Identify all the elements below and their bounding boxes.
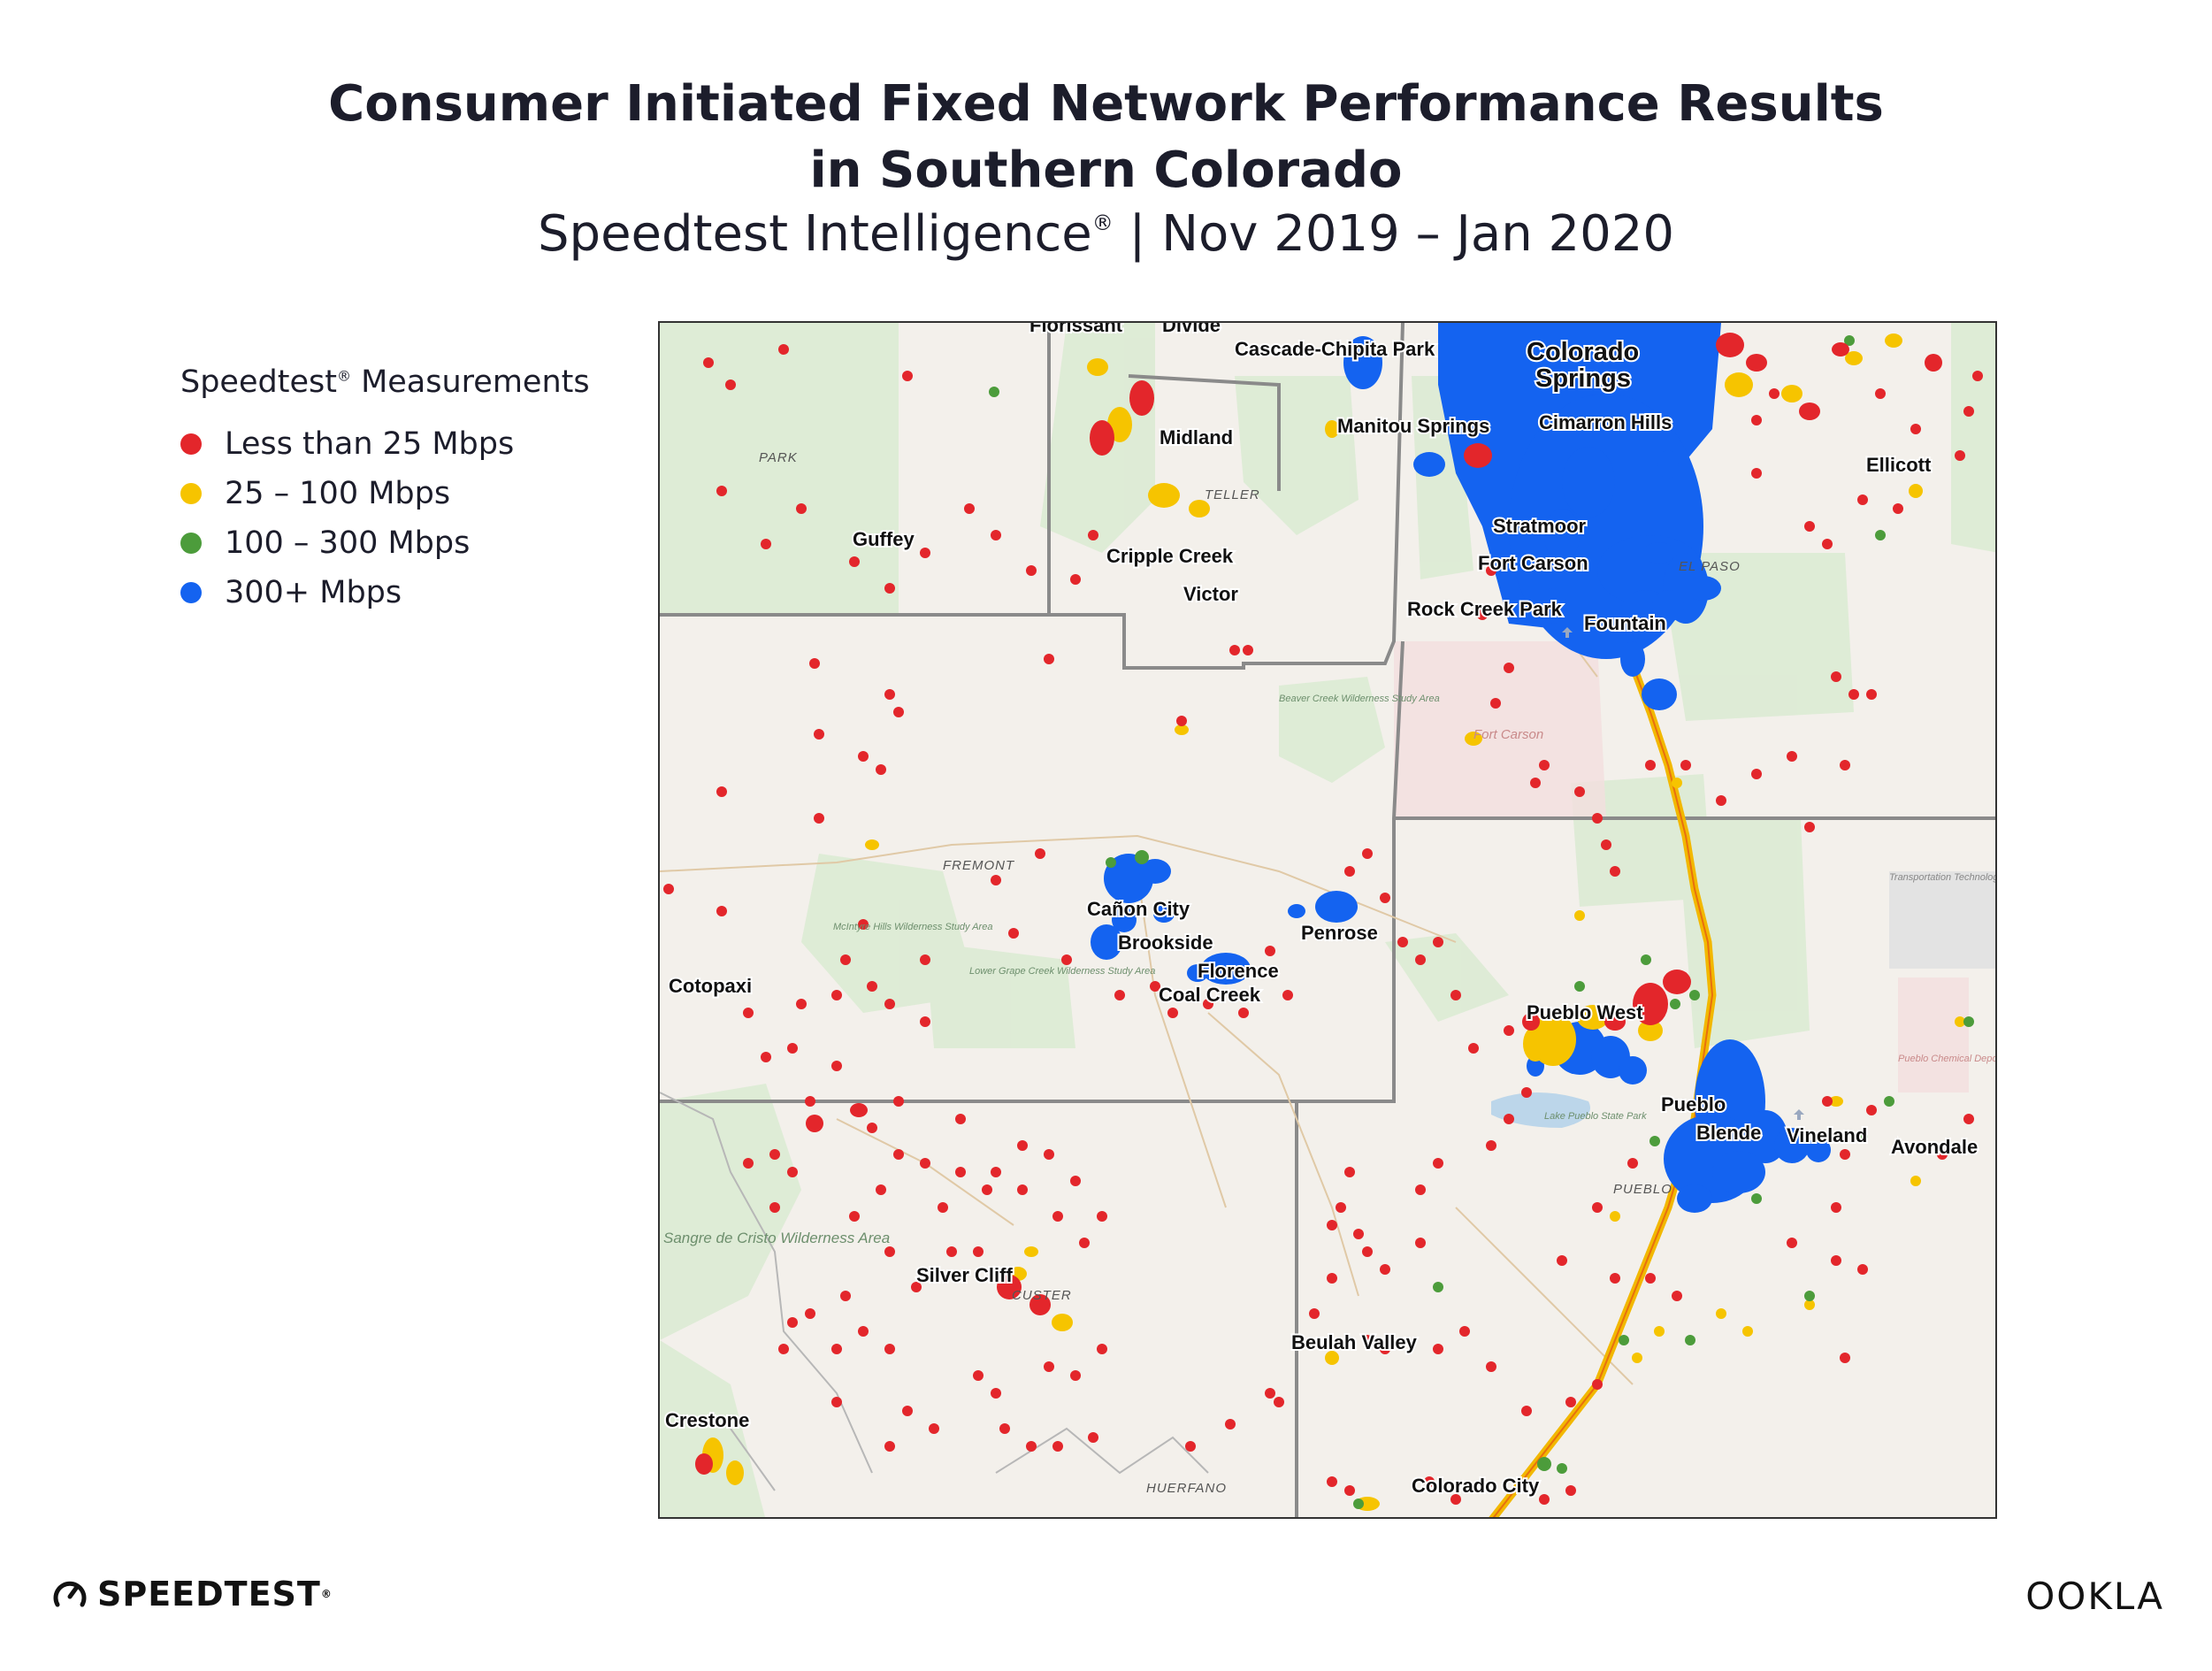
dots-lt25 <box>695 333 1942 1475</box>
speedtest-reg: ® <box>320 1588 333 1600</box>
county-el-paso: EL PASO <box>1679 559 1741 574</box>
label-pueblo-west: Pueblo West <box>1527 1001 1643 1023</box>
legend-swatch-blue <box>180 582 202 603</box>
area-sangre-de-cristo: Sangre de Cristo Wilderness Area <box>663 1230 890 1246</box>
label-blende: Blende <box>1696 1122 1761 1144</box>
legend-item-lt25: Less than 25 Mbps <box>180 419 590 469</box>
airport-icon <box>1794 1109 1804 1120</box>
county-labels: PARK TELLER EL PASO FREMONT PUEBLO CUSTE… <box>759 450 1741 1496</box>
label-stratmoor: Stratmoor <box>1493 515 1587 537</box>
label-florissant: Florissant <box>1029 323 1123 336</box>
title-line-1: Consumer Initiated Fixed Network Perform… <box>328 75 1884 133</box>
fort-carson-area <box>1394 641 1606 818</box>
legend-title-text: Speedtest <box>180 364 337 400</box>
subtitle-dates: | Nov 2019 – Jan 2020 <box>1113 205 1675 263</box>
legend-item-25-100: 25 – 100 Mbps <box>180 469 590 518</box>
area-fort-carson: Fort Carson <box>1473 727 1543 742</box>
legend-item-300plus: 300+ Mbps <box>180 568 590 617</box>
label-cotopaxi: Cotopaxi <box>669 975 752 997</box>
label-vineland: Vineland <box>1787 1124 1867 1146</box>
label-divide: Divide <box>1162 323 1221 336</box>
legend-swatch-red <box>180 433 202 455</box>
label-cimarron-hills: Cimarron Hills <box>1539 411 1672 433</box>
label-cripple-creek: Cripple Creek <box>1106 545 1234 567</box>
legend: Speedtest® Measurements Less than 25 Mbp… <box>180 364 590 617</box>
label-pueblo: Pueblo <box>1661 1093 1726 1115</box>
legend-label: Less than 25 Mbps <box>225 426 515 462</box>
label-colorado-springs-2: Springs <box>1535 364 1631 393</box>
legend-swatch-green <box>180 533 202 554</box>
label-penrose: Penrose <box>1301 922 1378 944</box>
label-crestone: Crestone <box>665 1409 749 1431</box>
label-canon-city: Cañon City <box>1087 898 1190 920</box>
area-transportation-center: Transportation Technology Center, Inc <box>1889 872 1997 883</box>
area-pueblo-depot: Pueblo Chemical Depot <box>1898 1054 1997 1064</box>
legend-title-rest: Measurements <box>350 364 590 400</box>
title-line-2: in Southern Colorado <box>809 142 1403 199</box>
ookla-logo: OOKLA <box>2025 1575 2164 1618</box>
legend-label: 300+ Mbps <box>225 575 402 610</box>
county-pueblo: PUEBLO <box>1613 1182 1672 1197</box>
area-mcintyre-hills: McIntyre Hills Wilderness Study Area <box>833 922 992 932</box>
label-manitou-springs: Manitou Springs <box>1337 415 1489 437</box>
dots-100-300 <box>989 335 1974 1509</box>
public-lands <box>660 323 1995 1517</box>
speedtest-gauge-icon <box>53 1581 87 1607</box>
pueblo-depot-area <box>1898 977 1969 1092</box>
label-silver-cliff: Silver Cliff <box>916 1264 1013 1286</box>
area-lake-pueblo: Lake Pueblo State Park <box>1544 1111 1647 1122</box>
minor-roads <box>660 429 1634 1385</box>
area-labels: Fort Carson Beaver Creek Wilderness Stud… <box>663 694 1997 1246</box>
dots-lt25-scattered <box>663 344 1983 1505</box>
minor-borders <box>660 1092 1209 1491</box>
area-beaver-creek: Beaver Creek Wilderness Study Area <box>1279 694 1440 704</box>
speedtest-logo: SPEEDTEST ® <box>51 1575 333 1614</box>
county-borders <box>660 323 1995 1517</box>
speedtest-wordmark: SPEEDTEST <box>97 1575 321 1614</box>
label-victor: Victor <box>1183 583 1238 605</box>
legend-label: 100 – 300 Mbps <box>225 525 471 561</box>
legend-label: 25 – 100 Mbps <box>225 476 451 511</box>
interstate-25-centerline <box>1492 605 1714 1517</box>
label-fort-carson: Fort Carson <box>1478 552 1588 574</box>
legend-title: Speedtest® Measurements <box>180 364 590 400</box>
label-guffey: Guffey <box>853 528 915 550</box>
label-rock-creek-park: Rock Creek Park <box>1407 598 1563 620</box>
county-custer: CUSTER <box>1012 1288 1072 1303</box>
label-brookside: Brookside <box>1118 931 1213 954</box>
airport-icon <box>1562 627 1573 638</box>
label-coal-creek: Coal Creek <box>1159 984 1261 1006</box>
transportation-center-area <box>1889 871 1995 969</box>
label-colorado-city: Colorado City <box>1412 1475 1540 1497</box>
label-avondale: Avondale <box>1891 1136 1978 1158</box>
county-huerfano: HUERFANO <box>1146 1481 1227 1496</box>
label-beulah-valley: Beulah Valley <box>1291 1331 1418 1353</box>
map-panel[interactable]: Florissant Divide Cascade-Chipita Park C… <box>658 321 1997 1519</box>
label-fountain: Fountain <box>1584 612 1666 634</box>
subtitle-reg-mark: ® <box>1091 211 1114 235</box>
legend-title-reg: ® <box>336 367 351 385</box>
legend-swatch-yellow <box>180 483 202 504</box>
dots-300plus <box>1091 323 1831 1213</box>
county-park: PARK <box>759 450 798 465</box>
label-florence: Florence <box>1198 960 1279 982</box>
label-midland: Midland <box>1160 426 1233 448</box>
subtitle: Speedtest Intelligence® | Nov 2019 – Jan… <box>0 205 2212 263</box>
lake-pueblo <box>1491 1092 1590 1128</box>
county-teller: TELLER <box>1205 487 1260 502</box>
subtitle-product: Speedtest Intelligence <box>537 205 1092 263</box>
label-ellicott: Ellicott <box>1866 454 1932 476</box>
legend-item-100-300: 100 – 300 Mbps <box>180 518 590 568</box>
label-colorado-springs-1: Colorado <box>1527 338 1639 366</box>
label-cascade-chipita-park: Cascade-Chipita Park <box>1235 338 1435 360</box>
place-labels: Florissant Divide Cascade-Chipita Park C… <box>663 323 1979 1499</box>
area-lower-grape-creek: Lower Grape Creek Wilderness Study Area <box>969 966 1155 977</box>
map-canvas: Florissant Divide Cascade-Chipita Park C… <box>660 323 1997 1517</box>
county-fremont: FREMONT <box>943 858 1015 873</box>
